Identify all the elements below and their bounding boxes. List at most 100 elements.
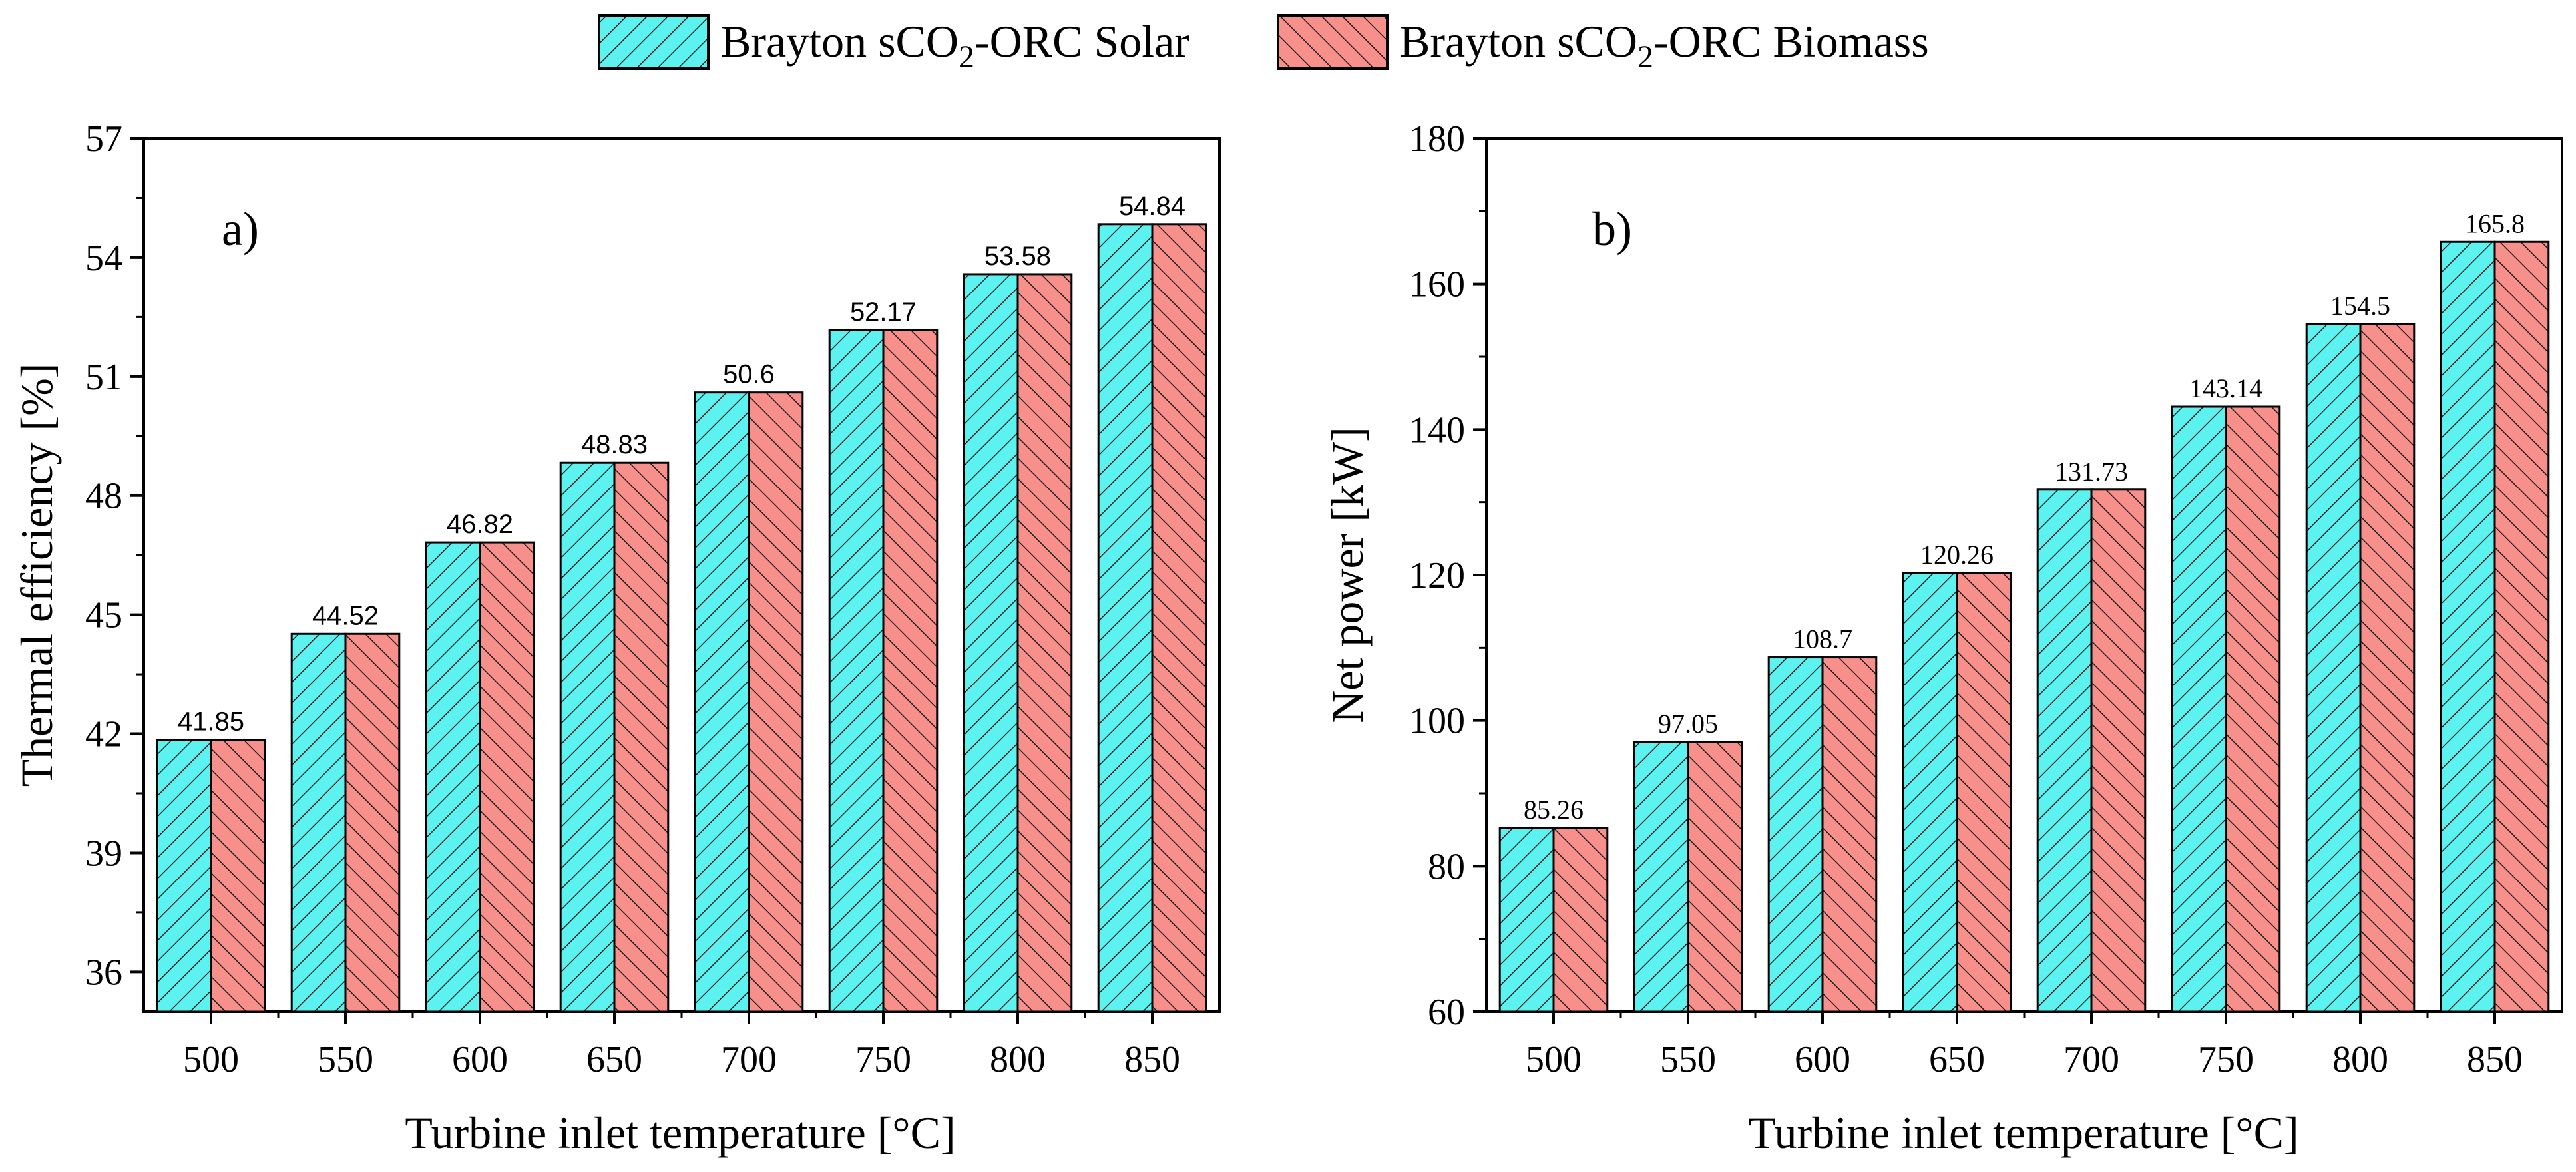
bar-biomass-a-500 <box>210 738 266 1013</box>
y-tick-label-a-39: 39 <box>85 833 122 874</box>
legend-label-biomass: Brayton sCO <box>1400 16 1637 67</box>
y-tick-label-a-45: 45 <box>85 595 122 636</box>
legend-item-biomass: Brayton sCO2-ORC Biomass <box>1277 14 1929 75</box>
bar-biomass-b-500 <box>1552 827 1609 1013</box>
y-tick-label-b-180: 180 <box>1409 118 1465 160</box>
legend-tail-solar: -ORC Solar <box>974 16 1189 67</box>
x-tick-label-a-800: 800 <box>990 1039 1046 1080</box>
bar-biomass-a-750 <box>882 329 939 1013</box>
bar-solar-a-550 <box>290 632 347 1013</box>
x-tick-label-a-850: 850 <box>1124 1039 1180 1080</box>
y-axis-title-a: Thermal efficiency [%] <box>11 363 62 787</box>
bar-solar-a-800 <box>963 273 1019 1013</box>
bar-solar-a-850 <box>1097 223 1154 1013</box>
data-label-a-500: 41.85 <box>178 707 244 736</box>
bar-biomass-b-650 <box>1956 572 2012 1013</box>
data-label-a-650: 48.83 <box>581 430 648 459</box>
data-label-a-800: 53.58 <box>984 242 1051 271</box>
bar-solar-a-600 <box>425 541 481 1013</box>
x-tick-label-a-600: 600 <box>452 1039 508 1080</box>
legend-sub-biomass: 2 <box>1637 39 1653 75</box>
chart-panel-b: 85.26 97.05 108.7 120.26 131.73 143.14 154.5 16… <box>1322 118 2563 1158</box>
y-tick-label-a-51: 51 <box>85 357 122 398</box>
y-tick-label-a-36: 36 <box>85 952 122 993</box>
legend-tail-biomass: -ORC Biomass <box>1653 16 1929 67</box>
bar-biomass-b-850 <box>2493 240 2550 1013</box>
data-label-b-600: 108.7 <box>1793 624 1852 654</box>
legend-swatch-biomass <box>1277 14 1389 70</box>
x-tick-label-b-750: 750 <box>2198 1039 2254 1080</box>
legend-item-solar: Brayton sCO2-ORC Solar <box>598 14 1189 75</box>
bar-biomass-b-600 <box>1821 656 1878 1013</box>
y-tick-label-b-60: 60 <box>1428 992 1465 1033</box>
bar-solar-b-600 <box>1767 656 1824 1013</box>
data-label-b-850: 165.8 <box>2465 208 2525 238</box>
svg-text:Brayton sCO2-ORC Solar: Brayton sCO2-ORC Solar <box>721 16 1189 75</box>
bar-solar-a-500 <box>156 738 212 1013</box>
bar-biomass-a-700 <box>748 391 804 1013</box>
bar-solar-b-650 <box>1902 572 1958 1013</box>
bar-biomass-a-650 <box>613 461 670 1013</box>
y-tick-label-b-80: 80 <box>1428 846 1465 887</box>
y-tick-label-a-48: 48 <box>85 476 122 517</box>
bar-solar-b-850 <box>2440 240 2496 1013</box>
bar-biomass-a-600 <box>479 541 535 1013</box>
bar-solar-b-800 <box>2305 323 2362 1013</box>
data-label-a-700: 50.6 <box>723 360 775 389</box>
y-tick-label-a-42: 42 <box>85 714 122 755</box>
bar-biomass-a-850 <box>1151 223 1207 1013</box>
bar-biomass-b-750 <box>2225 405 2281 1013</box>
x-tick-label-a-650: 650 <box>586 1039 642 1080</box>
bar-biomass-a-550 <box>344 632 401 1013</box>
legend-swatch-solar <box>598 14 710 70</box>
data-label-b-700: 131.73 <box>2055 457 2128 487</box>
bar-solar-a-700 <box>694 391 750 1013</box>
data-label-a-600: 46.82 <box>447 510 513 539</box>
data-label-b-800: 154.5 <box>2330 291 2390 321</box>
bar-biomass-b-550 <box>1687 741 1743 1013</box>
bar-solar-a-650 <box>559 461 616 1013</box>
x-tick-label-b-550: 550 <box>1660 1039 1716 1080</box>
data-label-b-550: 97.05 <box>1658 709 1718 739</box>
data-label-b-500: 85.26 <box>1524 795 1584 825</box>
data-label-a-750: 52.17 <box>850 297 917 327</box>
bar-biomass-a-800 <box>1016 273 1073 1013</box>
bar-solar-b-750 <box>2171 405 2227 1013</box>
y-tick-label-b-140: 140 <box>1409 409 1465 451</box>
bar-solar-b-700 <box>2036 488 2093 1013</box>
x-tick-label-b-700: 700 <box>2063 1039 2119 1080</box>
data-label-b-750: 143.14 <box>2189 373 2262 403</box>
legend: Brayton sCO2-ORC Solar Brayton sCO2-ORC … <box>598 14 1929 75</box>
x-tick-label-a-750: 750 <box>855 1039 911 1080</box>
x-tick-label-b-500: 500 <box>1526 1039 1582 1080</box>
y-tick-label-a-54: 54 <box>85 238 122 279</box>
y-tick-label-a-57: 57 <box>85 118 122 160</box>
y-tick-label-b-160: 160 <box>1409 264 1465 305</box>
bar-solar-b-550 <box>1633 741 1689 1013</box>
svg-text:Brayton sCO2-ORC Biomass: Brayton sCO2-ORC Biomass <box>1400 16 1929 75</box>
x-tick-label-b-650: 650 <box>1929 1039 1985 1080</box>
chart-panel-a: 41.8544.5246.8248.8350.652.1753.5854.84 … <box>11 118 1221 1158</box>
y-axis-title-b: Net power [kW] <box>1322 427 1373 723</box>
data-label-b-650: 120.26 <box>1920 540 1994 570</box>
x-tick-label-b-600: 600 <box>1795 1039 1850 1080</box>
bar-solar-a-750 <box>828 329 885 1013</box>
panel-label-a: a) <box>222 202 259 256</box>
bar-biomass-b-800 <box>2359 323 2416 1013</box>
legend-sub-solar: 2 <box>959 39 974 75</box>
panel-label-b: b) <box>1592 202 1632 256</box>
bar-solar-b-500 <box>1498 827 1555 1013</box>
x-tick-label-a-700: 700 <box>721 1039 777 1080</box>
y-tick-label-b-120: 120 <box>1409 555 1465 596</box>
x-tick-label-b-850: 850 <box>2467 1039 2523 1080</box>
x-tick-label-a-550: 550 <box>318 1039 373 1080</box>
legend-label-solar: Brayton sCO <box>721 16 959 67</box>
data-label-a-550: 44.52 <box>312 601 379 630</box>
x-tick-label-a-500: 500 <box>183 1039 239 1080</box>
x-axis-title-a: Turbine inlet temperature [°C] <box>405 1107 955 1158</box>
x-tick-label-b-800: 800 <box>2332 1039 2388 1080</box>
data-label-a-850: 54.84 <box>1119 192 1185 221</box>
bar-biomass-b-700 <box>2090 488 2147 1013</box>
x-axis-title-b: Turbine inlet temperature [°C] <box>1748 1107 2298 1158</box>
